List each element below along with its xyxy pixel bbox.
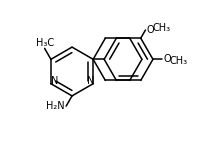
Text: N: N xyxy=(51,76,58,86)
Text: H₃C: H₃C xyxy=(35,38,53,48)
Text: CH₃: CH₃ xyxy=(169,56,187,66)
Text: CH₃: CH₃ xyxy=(152,23,170,33)
Text: H₂N: H₂N xyxy=(46,101,64,111)
Text: O: O xyxy=(162,54,170,64)
Text: O: O xyxy=(146,25,153,35)
Text: N: N xyxy=(87,76,94,86)
